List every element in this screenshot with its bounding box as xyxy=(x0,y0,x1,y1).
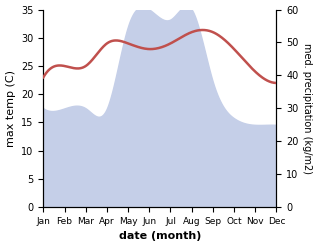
X-axis label: date (month): date (month) xyxy=(119,231,201,242)
Y-axis label: max temp (C): max temp (C) xyxy=(5,70,16,147)
Y-axis label: med. precipitation (kg/m2): med. precipitation (kg/m2) xyxy=(302,43,313,174)
